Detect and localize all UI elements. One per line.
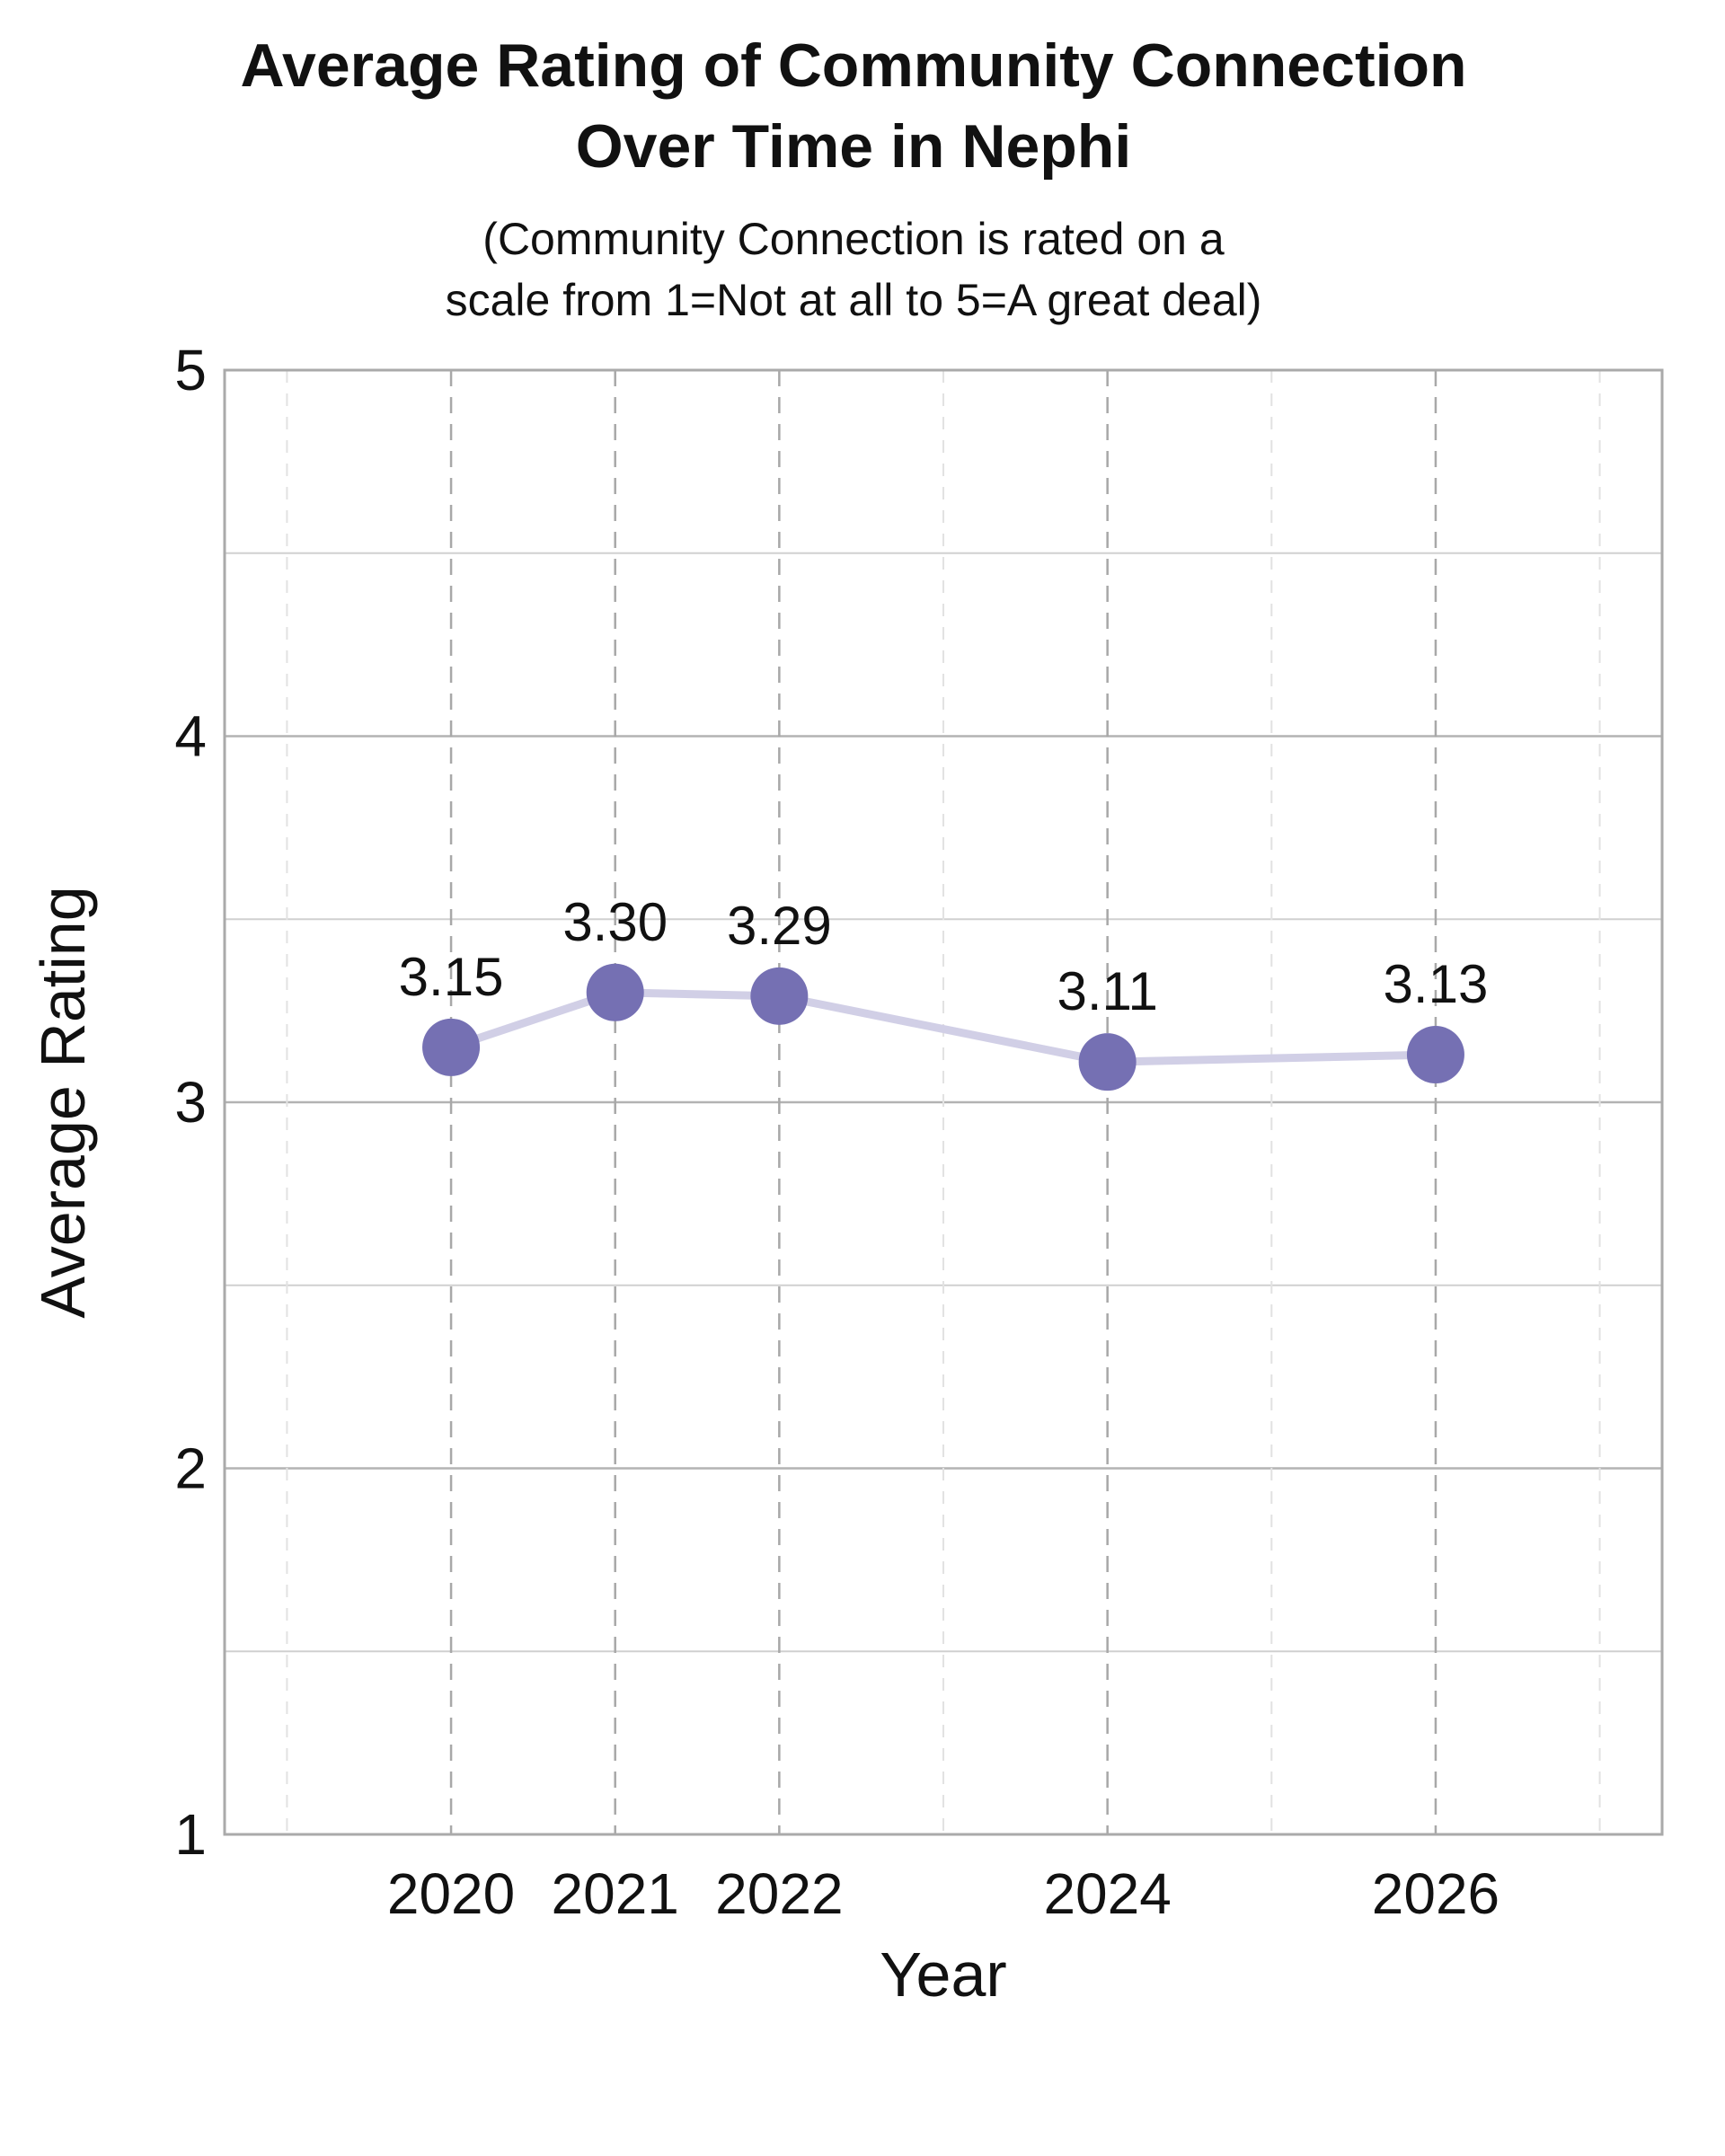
y-tick-label: 4 (174, 704, 207, 769)
x-tick-label: 2022 (715, 1861, 843, 1926)
x-tick-label: 2026 (1372, 1861, 1499, 1926)
data-label: 3.13 (1384, 954, 1489, 1014)
data-point (422, 1018, 481, 1076)
y-tick-label: 3 (174, 1070, 207, 1135)
data-point (750, 967, 809, 1025)
x-tick-label: 2021 (552, 1861, 679, 1926)
data-labels: 3.15 3.30 3.29 3.11 3.13 (399, 892, 1489, 1021)
chart-title-line-1: Average Rating of Community Connection (240, 31, 1467, 100)
data-point (1406, 1026, 1464, 1084)
plot-border (223, 368, 1664, 1836)
x-axis-title: Year (880, 1940, 1006, 2010)
data-label: 3.15 (399, 947, 504, 1007)
data-label: 3.29 (727, 896, 832, 956)
plot-frame (223, 368, 1664, 1836)
chart-subtitle-line-1: (Community Connection is rated on a (482, 214, 1225, 264)
data-label: 3.11 (1057, 961, 1157, 1021)
x-tick-label: 2020 (387, 1861, 515, 1926)
series-rating (422, 963, 1464, 1091)
gridlines (225, 370, 1662, 1834)
data-point (1078, 1033, 1137, 1091)
chart-subtitle-line-2: scale from 1=Not at all to 5=A great dea… (445, 275, 1262, 325)
y-tick-label: 1 (174, 1802, 207, 1867)
data-point (586, 963, 644, 1021)
x-tick-label: 2024 (1043, 1861, 1171, 1926)
y-tick-label: 2 (174, 1436, 207, 1501)
data-label: 3.30 (562, 892, 668, 952)
chart-title-line-2: Over Time in Nephi (575, 112, 1132, 181)
chart-title: Average Rating of Community Connection O… (0, 25, 1707, 187)
y-tick-label: 5 (174, 338, 207, 402)
chart-subtitle: (Community Connection is rated on a scal… (0, 208, 1707, 331)
y-axis-title: Average Rating (28, 886, 98, 1318)
axes: 1 2 3 4 5 2020 2021 2022 2024 2026 Year Average Rat… (28, 338, 1499, 2010)
